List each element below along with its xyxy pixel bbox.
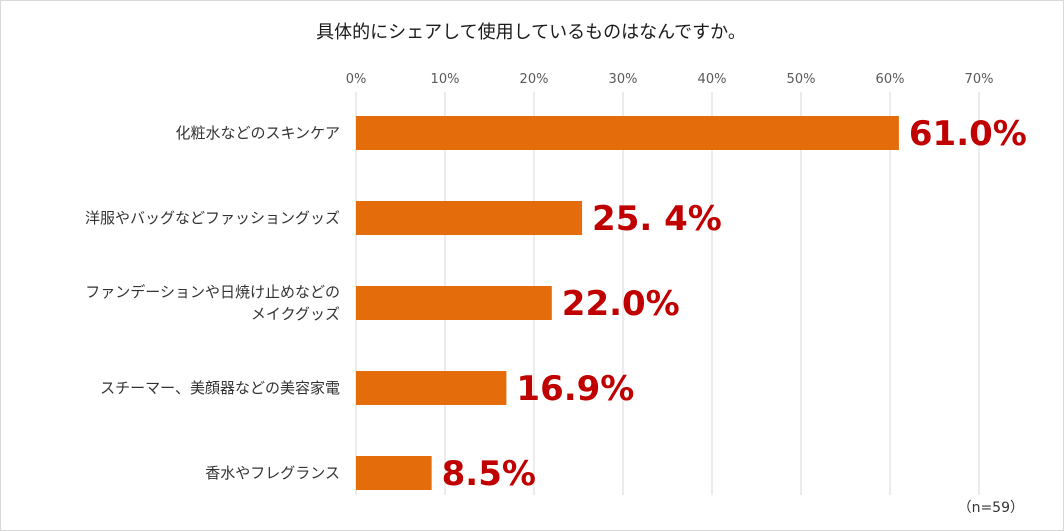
value-label: 22.0% xyxy=(562,284,680,324)
value-label: 61.0% xyxy=(909,114,1027,154)
x-tick-label: 60% xyxy=(876,72,905,87)
x-tick-label: 20% xyxy=(520,72,549,87)
category-label: 化粧水などのスキンケア xyxy=(175,124,340,142)
x-tick-label: 70% xyxy=(965,72,994,87)
value-label: 8.5% xyxy=(442,454,536,494)
chart-title: 具体的にシェアして使用しているものはなんですか。 xyxy=(316,22,746,43)
x-tick-label: 0% xyxy=(346,72,367,87)
value-label: 16.9% xyxy=(516,369,634,409)
bar xyxy=(356,456,432,490)
value-label: 25. 4% xyxy=(592,199,722,239)
x-tick-label: 30% xyxy=(609,72,638,87)
sample-size-note: （n=59） xyxy=(957,500,1024,516)
category-label: メイクグッズ xyxy=(251,305,340,323)
x-tick-label: 50% xyxy=(787,72,816,87)
bar xyxy=(356,371,507,405)
bar xyxy=(356,116,899,150)
category-label: 洋服やバッグなどファッショングッズ xyxy=(85,209,340,227)
category-label: スチーマー、美顔器などの美容家電 xyxy=(100,379,340,397)
x-tick-label: 40% xyxy=(698,72,727,87)
category-label: ファンデーションや日焼け止めなどの xyxy=(85,283,340,301)
x-tick-label: 10% xyxy=(431,72,460,87)
bar xyxy=(356,286,552,320)
category-label: 香水やフレグランス xyxy=(205,464,340,482)
bar xyxy=(356,201,583,235)
